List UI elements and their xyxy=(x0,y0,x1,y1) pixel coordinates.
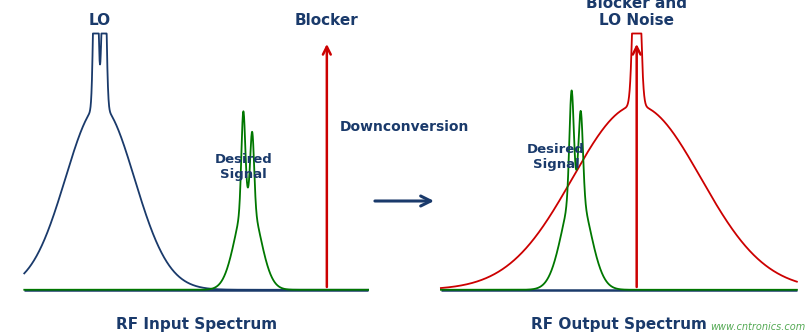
Text: Blocker and
LO Noise: Blocker and LO Noise xyxy=(587,0,687,28)
Text: LO: LO xyxy=(89,13,111,28)
Text: Blocker: Blocker xyxy=(295,13,358,28)
Text: RF Input Spectrum: RF Input Spectrum xyxy=(116,317,277,332)
Text: RF Output Spectrum: RF Output Spectrum xyxy=(531,317,707,332)
Text: Downconversion: Downconversion xyxy=(340,120,469,134)
Text: www.cntronics.com: www.cntronics.com xyxy=(709,322,805,332)
Text: Desired
Signal: Desired Signal xyxy=(527,143,585,171)
Text: Desired
Signal: Desired Signal xyxy=(215,153,273,181)
